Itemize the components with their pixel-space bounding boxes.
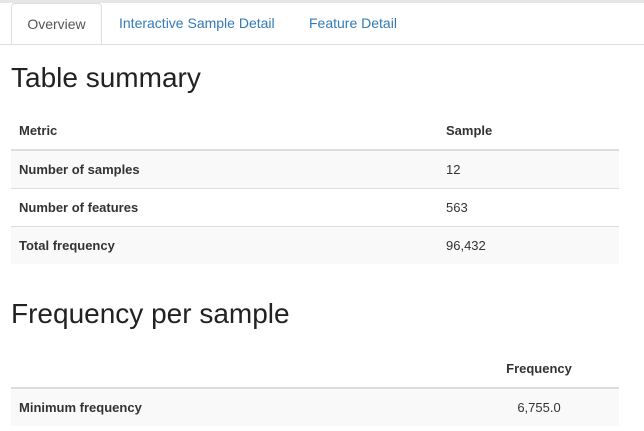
table-row: Number of samples 12 [11, 149, 619, 189]
tab-overview[interactable]: Overview [11, 3, 102, 44]
table-header-row: Frequency [11, 350, 619, 389]
table-row: Number of features 563 [11, 188, 619, 227]
row-value: 12 [438, 149, 619, 189]
header-frequency: Frequency [459, 350, 619, 389]
row-value: 6,755.0 [459, 387, 619, 426]
tab-bar: Overview Interactive Sample Detail Featu… [0, 3, 644, 45]
tab-feature-detail[interactable]: Feature Detail [309, 15, 397, 31]
row-metric-label: Number of features [11, 188, 438, 227]
tab-interactive-sample-detail[interactable]: Interactive Sample Detail [119, 15, 275, 31]
frequency-table: Frequency Minimum frequency 6,755.0 [11, 350, 619, 426]
header-blank [11, 350, 459, 389]
table-header-row: Metric Sample [11, 112, 619, 151]
top-border [0, 0, 644, 3]
header-metric: Metric [11, 112, 438, 151]
table-row: Total frequency 96,432 [11, 226, 619, 264]
row-metric-label: Minimum frequency [11, 387, 459, 426]
table-summary: Metric Sample Number of samples 12 Numbe… [11, 112, 619, 264]
row-value: 563 [438, 188, 619, 227]
row-metric-label: Total frequency [11, 226, 438, 264]
table-summary-heading: Table summary [11, 62, 201, 93]
table-row: Minimum frequency 6,755.0 [11, 387, 619, 426]
row-metric-label: Number of samples [11, 149, 438, 189]
header-sample: Sample [438, 112, 619, 151]
row-value: 96,432 [438, 226, 619, 264]
frequency-per-sample-heading: Frequency per sample [11, 298, 290, 329]
